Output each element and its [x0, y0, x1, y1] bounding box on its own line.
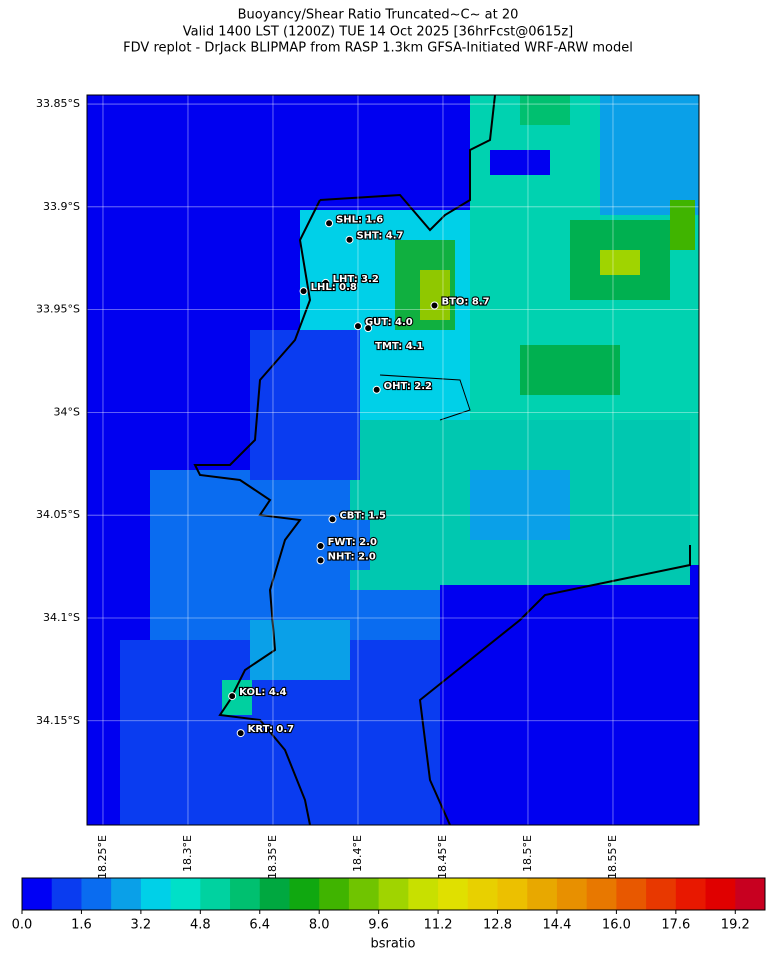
- colorbar-tick-label: 0.0: [12, 918, 33, 933]
- y-tick-label: 34.05°S: [36, 508, 80, 521]
- station-label: GUT: 4.0: [365, 317, 413, 328]
- colorbar-swatch: [497, 878, 528, 910]
- x-tick-label: 18.25°E: [96, 835, 109, 879]
- station-label: NHT: 2.0: [328, 551, 376, 562]
- x-tick-label: 18.5°E: [521, 835, 534, 872]
- colorbar-tick-label: 9.6: [368, 918, 389, 933]
- station-point: [364, 324, 373, 333]
- colorbar-tick-label: 6.4: [249, 918, 270, 933]
- station-label: LHL: 0.8: [311, 282, 357, 293]
- colorbar-swatch: [170, 878, 201, 910]
- y-tick-label: 33.95°S: [36, 303, 80, 316]
- grid: [87, 95, 699, 825]
- station-point: [325, 219, 334, 228]
- colorbar-swatch: [378, 878, 409, 910]
- colorbar-tick-label: 4.8: [190, 918, 211, 933]
- colorbar-swatch: [230, 878, 261, 910]
- colorbar-swatch: [81, 878, 112, 910]
- map-frame: [86, 94, 700, 826]
- x-tick-label: 18.55°E: [606, 835, 619, 879]
- colorbar-swatch: [675, 878, 707, 910]
- y-tick-label: 33.85°S: [36, 97, 80, 110]
- station-label: TMT: 4.1: [375, 341, 423, 352]
- station-label: FWT: 2.0: [328, 537, 377, 548]
- y-tick-label: 33.9°S: [43, 200, 80, 213]
- title-line: FDV replot - DrJack BLIPMAP from RASP 1.…: [123, 41, 633, 56]
- x-tick-label: 18.35°E: [266, 835, 279, 879]
- colorbar-swatch: [467, 878, 499, 910]
- colorbar-swatch: [705, 878, 736, 910]
- y-tick-label: 34°S: [54, 405, 80, 418]
- station-point: [328, 515, 337, 524]
- colorbar-tick-label: 14.4: [542, 918, 571, 933]
- colorbar-tick-label: 8.0: [309, 918, 330, 933]
- title-line: Valid 1400 LST (1200Z) TUE 14 Oct 2025 […: [183, 25, 573, 40]
- colorbar-swatch: [408, 878, 439, 910]
- colorbar-swatch: [259, 878, 290, 910]
- station-point: [316, 542, 325, 551]
- axes: 18.25°E 18.3°E 18.35°E 18.4°E 18.45°E 18.5°E 1…: [36, 97, 619, 879]
- colorbar-swatch: [646, 878, 677, 910]
- colorbar-tick-label: 19.2: [721, 918, 750, 933]
- y-tick-label: 34.1°S: [43, 611, 80, 624]
- station-label: SHT: 4.7: [356, 231, 403, 242]
- station-point: [430, 301, 439, 310]
- y-tick-label: 34.15°S: [36, 714, 80, 727]
- station-label: CBT: 1.5: [339, 510, 385, 521]
- colorbar-tick-label: 11.2: [424, 918, 453, 933]
- station-label: SHL: 1.6: [336, 214, 383, 225]
- colorbar-swatch: [527, 878, 558, 910]
- colorbar-swatch: [200, 878, 231, 910]
- colorbar: 0.0 1.6 3.2 4.8 6.4 8.0 9.6 11.2 12.8 14.4 16.0 17.…: [12, 877, 766, 933]
- colorbar-swatch: [111, 878, 142, 910]
- colorbar-swatch: [319, 878, 350, 910]
- colorbar-swatch: [22, 878, 53, 910]
- station-label: KOL: 4.4: [239, 687, 286, 698]
- station-point: [345, 235, 354, 244]
- colorbar-tick-label: 12.8: [483, 918, 512, 933]
- colorbar-tick-label: 16.0: [602, 918, 631, 933]
- station-point: [316, 556, 325, 565]
- colorbar-tick-label: 1.6: [71, 918, 92, 933]
- title-line: Buoyancy/Shear Ratio Truncated~C~ at 20: [238, 8, 519, 23]
- colorbar-swatch: [51, 878, 82, 910]
- colorbar-tick-label: 3.2: [131, 918, 152, 933]
- colorbar-swatch: [586, 878, 617, 910]
- station-point: [236, 729, 245, 738]
- colorbar-swatch: [616, 878, 647, 910]
- colorbar-label: bsratio: [371, 937, 416, 952]
- colorbar-tick-label: 17.6: [661, 918, 690, 933]
- station-label: LHT: 3.2: [333, 274, 379, 285]
- x-tick-label: 18.45°E: [436, 835, 449, 879]
- station-label: KRT: 0.7: [248, 724, 295, 735]
- station-label: OHT: 2.2: [384, 381, 432, 392]
- colorbar-swatch: [556, 878, 588, 910]
- colorbar-swatch: [438, 878, 469, 910]
- x-tick-label: 18.4°E: [351, 835, 364, 872]
- station-point: [228, 692, 237, 701]
- station-point: [299, 287, 308, 296]
- station-label: BTO: 8.7: [441, 297, 489, 308]
- station-point: [353, 322, 362, 331]
- colorbar-swatch: [735, 878, 766, 910]
- colorbar-swatch: [348, 878, 380, 910]
- station-point: [321, 278, 330, 287]
- station-point: [372, 385, 381, 394]
- colorbar-swatch: [140, 878, 172, 910]
- colorbar-frame: [21, 877, 766, 911]
- x-tick-label: 18.3°E: [181, 835, 194, 872]
- colorbar-swatch: [289, 878, 320, 910]
